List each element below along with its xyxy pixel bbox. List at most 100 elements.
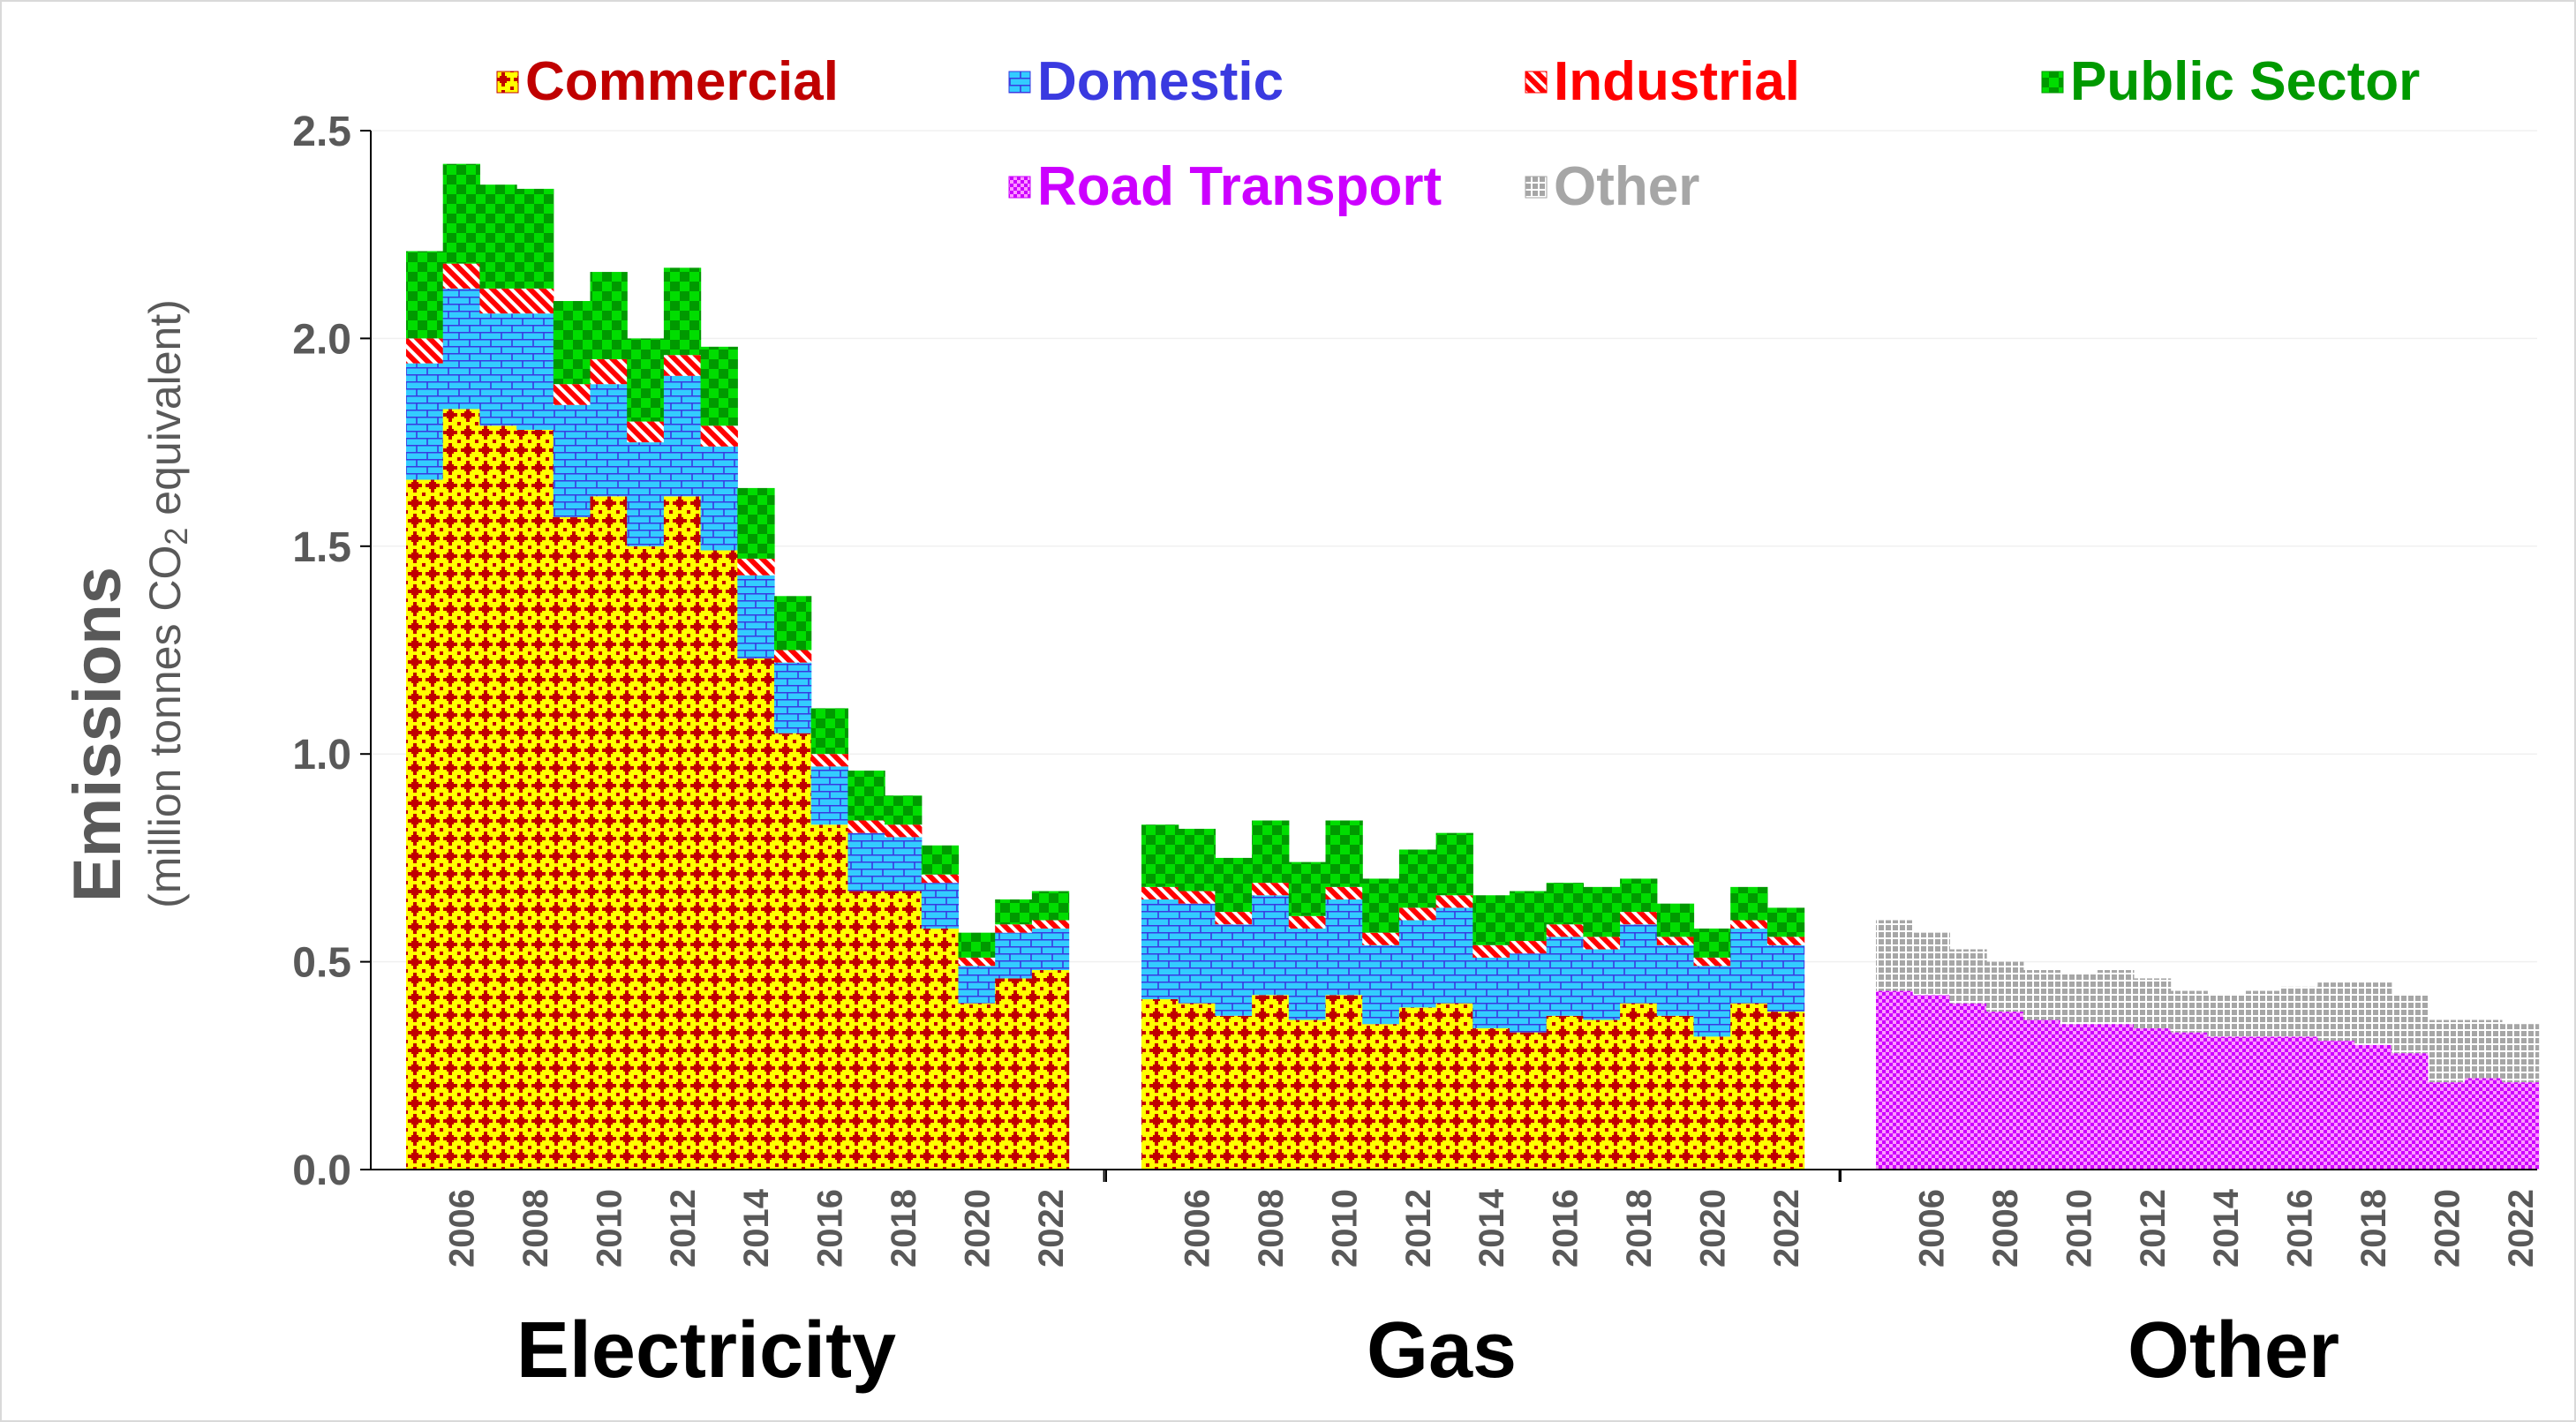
bar-gas-domestic-2006 xyxy=(1178,903,1216,1004)
bar-gas-public-2014 xyxy=(1473,895,1510,945)
bar-electricity-industrial-2009 xyxy=(553,384,591,405)
bar-other-road-2012 xyxy=(2133,1027,2172,1170)
bar-electricity-public-2015 xyxy=(774,596,812,651)
bar-gas-commercial-2019 xyxy=(1656,1015,1695,1170)
bar-electricity-industrial-2013 xyxy=(700,425,738,447)
bar-electricity-commercial-2013 xyxy=(700,550,738,1170)
group-other xyxy=(1876,920,2540,1170)
bar-other-other-2017 xyxy=(2317,982,2355,1042)
x-tick-label: 2006 xyxy=(1179,1189,1217,1268)
bar-gas-domestic-2016 xyxy=(1546,937,1584,1016)
bar-electricity-domestic-2013 xyxy=(700,446,738,551)
legend-label: Other xyxy=(1554,156,1699,217)
bar-other-road-2010 xyxy=(2060,1024,2098,1170)
bar-other-other-2011 xyxy=(2097,970,2135,1025)
bar-electricity-industrial-2011 xyxy=(627,421,665,443)
bar-electricity-industrial-2018 xyxy=(885,824,923,838)
bar-gas-domestic-2014 xyxy=(1473,957,1510,1028)
bar-other-road-2018 xyxy=(2354,1044,2392,1170)
bar-electricity-public-2010 xyxy=(590,272,628,359)
bar-electricity-domestic-2014 xyxy=(737,575,775,658)
bar-gas-domestic-2018 xyxy=(1620,924,1658,1004)
x-tick-label: 2020 xyxy=(1693,1189,1732,1268)
bar-electricity-industrial-2007 xyxy=(479,288,517,314)
bar-electricity-commercial-2009 xyxy=(553,516,591,1170)
legend-item-domestic: Domestic xyxy=(1008,51,1284,112)
legend-label: Commercial xyxy=(525,51,839,112)
bar-gas-public-2013 xyxy=(1435,832,1473,896)
bar-electricity-industrial-2016 xyxy=(810,754,848,767)
bar-other-other-2013 xyxy=(2170,990,2208,1033)
bar-electricity-public-2009 xyxy=(553,301,591,385)
bar-other-road-2005 xyxy=(1876,990,1914,1170)
bar-gas-industrial-2017 xyxy=(1583,937,1621,950)
bar-electricity-domestic-2019 xyxy=(921,883,960,929)
x-tick-label: 2008 xyxy=(1252,1189,1291,1268)
bar-gas-public-2012 xyxy=(1398,849,1437,908)
bar-electricity-commercial-2019 xyxy=(921,928,960,1170)
bar-electricity-industrial-2015 xyxy=(774,650,812,663)
x-tick-label: 2012 xyxy=(1399,1189,1438,1268)
bar-electricity-commercial-2022 xyxy=(1031,970,1070,1170)
x-tick-label: 2006 xyxy=(1913,1189,1952,1268)
x-tick-label: 2008 xyxy=(516,1189,555,1268)
bar-gas-domestic-2009 xyxy=(1288,928,1327,1020)
bar-gas-industrial-2018 xyxy=(1620,912,1658,925)
bar-electricity-public-2022 xyxy=(1031,891,1070,921)
bar-other-road-2021 xyxy=(2465,1078,2503,1170)
axes xyxy=(360,130,2537,1182)
bar-electricity-commercial-2006 xyxy=(442,409,480,1170)
bar-other-other-2016 xyxy=(2280,986,2318,1037)
bar-gas-commercial-2022 xyxy=(1766,1012,1805,1170)
bar-gas-public-2007 xyxy=(1215,857,1253,913)
bar-gas-domestic-2012 xyxy=(1398,920,1437,1008)
bar-electricity-industrial-2008 xyxy=(516,288,554,314)
bar-gas-industrial-2006 xyxy=(1178,891,1216,904)
bar-gas-industrial-2009 xyxy=(1288,915,1327,929)
bar-other-road-2016 xyxy=(2280,1036,2318,1170)
bar-electricity-domestic-2005 xyxy=(406,363,444,480)
legend-item-road: Road Transport xyxy=(1008,156,1442,217)
bar-gas-industrial-2022 xyxy=(1766,937,1805,945)
x-tick-label: 2006 xyxy=(443,1189,482,1268)
x-tick-label: 2010 xyxy=(1325,1189,1364,1268)
y-axis-title: Emissions (million tonnes CO2 equivalent… xyxy=(60,299,194,908)
bar-gas-commercial-2006 xyxy=(1178,1003,1216,1170)
bar-electricity-public-2018 xyxy=(885,795,923,825)
bar-gas-domestic-2020 xyxy=(1693,966,1731,1037)
y-tick-label: 0.5 xyxy=(292,940,351,987)
bar-other-other-2008 xyxy=(1986,961,2024,1012)
x-tick-label: 2012 xyxy=(664,1189,703,1268)
legend-label: Public Sector xyxy=(2070,51,2420,112)
bar-gas-public-2005 xyxy=(1141,824,1179,887)
bar-electricity-domestic-2008 xyxy=(516,313,554,430)
bar-electricity-domestic-2020 xyxy=(958,966,996,1004)
bar-other-road-2011 xyxy=(2097,1024,2135,1170)
bar-gas-industrial-2019 xyxy=(1656,937,1695,945)
axis-labels: 0.0 0.5 1.0 1.5 2.0 2.5 2006 2008 2010 2012 2014 20… xyxy=(292,109,2541,1395)
bar-gas-commercial-2010 xyxy=(1325,995,1363,1170)
x-tick-label: 2014 xyxy=(2207,1188,2246,1268)
bar-gas-commercial-2008 xyxy=(1252,995,1290,1170)
bar-gas-industrial-2012 xyxy=(1398,907,1437,921)
bar-electricity-commercial-2021 xyxy=(995,978,1033,1170)
bar-electricity-commercial-2012 xyxy=(663,496,702,1170)
legend-swatch xyxy=(1008,71,1031,94)
bar-gas-domestic-2005 xyxy=(1141,899,1179,999)
bar-gas-commercial-2007 xyxy=(1215,1015,1253,1170)
y-tick-label: 0.0 xyxy=(292,1147,351,1194)
bar-gas-domestic-2011 xyxy=(1362,944,1400,1025)
bar-other-other-2018 xyxy=(2354,982,2392,1045)
legend-label: Industrial xyxy=(1554,51,1800,112)
bar-electricity-commercial-2020 xyxy=(958,1003,996,1170)
bar-electricity-commercial-2018 xyxy=(885,891,923,1170)
bar-electricity-domestic-2012 xyxy=(663,375,702,497)
bar-gas-commercial-2016 xyxy=(1546,1015,1584,1170)
x-tick-label: 2018 xyxy=(2354,1189,2393,1268)
bar-gas-commercial-2012 xyxy=(1398,1007,1437,1170)
bar-gas-industrial-2013 xyxy=(1435,895,1473,908)
bar-electricity-commercial-2008 xyxy=(516,429,554,1170)
x-tick-label: 2016 xyxy=(811,1189,850,1268)
bar-electricity-commercial-2005 xyxy=(406,479,444,1170)
y-tick-label: 2.5 xyxy=(292,109,351,155)
